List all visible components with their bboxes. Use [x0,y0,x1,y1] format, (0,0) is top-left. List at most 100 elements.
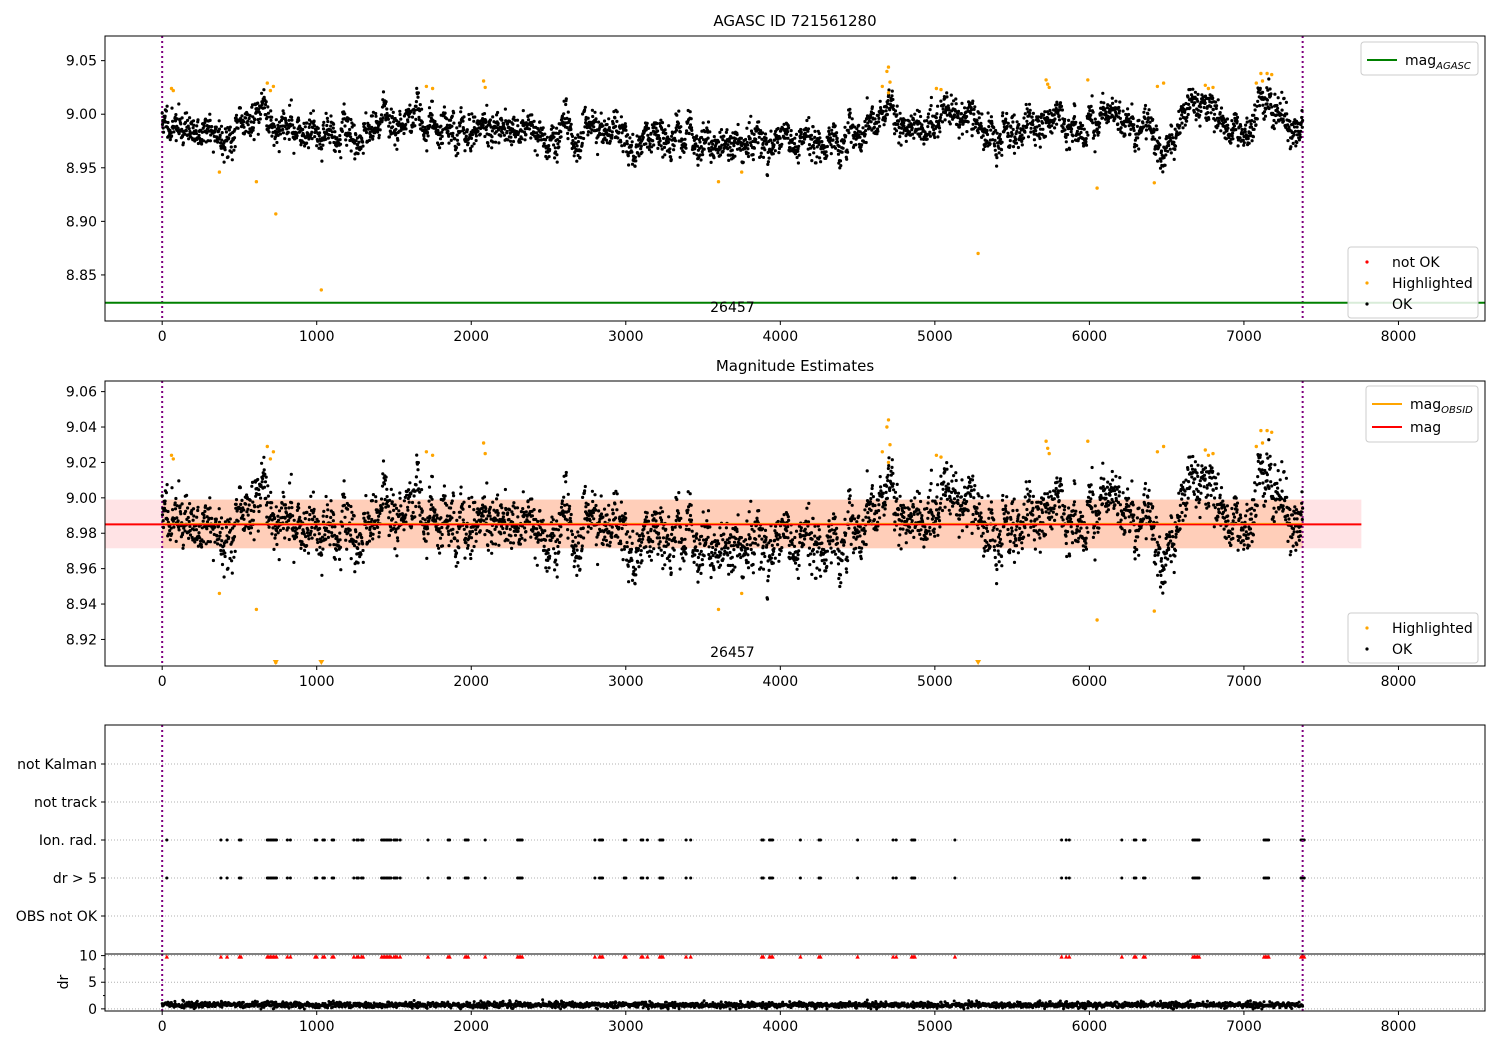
agasc-highlighted-series-point [886,91,891,95]
agasc-ok-series-point [1216,98,1220,102]
agasc-ok-series-point [1038,136,1042,141]
agasc-ok-series-point [208,118,212,122]
agasc-ok-series-point [827,126,831,130]
magnitude-ok-series-point [195,537,199,542]
agasc-ok-series-point [435,124,439,128]
agasc-ok-series-point [234,113,239,117]
agasc-ok-series-point [607,126,612,130]
agasc-ok-series-point [415,86,419,90]
magnitude-ok-series-point [368,526,372,530]
agasc-ok-series-point [425,149,429,153]
magnitude-ok-series-point [510,510,514,514]
magnitude-ok-series-point [249,508,253,513]
agasc-ok-series-point [295,131,299,135]
magnitude-ok-series-point [497,543,501,547]
magnitude-ok-series-point [537,538,541,542]
magnitude-ok-series-point [605,527,609,531]
agasc-ok-series-point [1091,136,1095,140]
agasc-ok-series-point [1231,131,1235,135]
agasc-ok-series-point [628,136,632,140]
agasc-ok-series-point [594,141,598,145]
agasc-ok-series-point [430,99,434,103]
agasc-ok-series-point [301,127,305,132]
agasc-ok-series-point [203,117,208,121]
agasc-ok-series-point [679,125,683,129]
agasc-ok-series-point [739,136,744,140]
agasc-ok-series-point [554,150,558,154]
agasc-ok-series-point [345,143,349,147]
agasc-ok-series-point [232,136,237,140]
magnitude-ok-series-point [580,547,584,551]
agasc-ok-series-point [191,126,195,130]
magnitude-ok-series-point [338,538,342,542]
agasc-ok-series-point [1188,87,1192,92]
magnitude-ok-series-point [581,495,585,499]
agasc-ok-series-point [1052,113,1056,117]
agasc-ok-series-point [756,141,760,145]
agasc-ok-series-point [511,139,516,144]
agasc-ok-series-point [238,106,242,110]
agasc-ok-series-point [837,144,841,148]
agasc-ok-series-point [663,128,667,132]
agasc-ok-series-point [533,149,537,153]
magnitude-ok-series-point [406,508,410,512]
agasc-ok-series-point [1116,122,1120,126]
agasc-ok-series-point [1024,102,1028,107]
agasc-xtick-label: 0 [158,329,167,345]
agasc-highlighted-series-point [319,288,323,292]
magnitude-ok-series-point [384,475,388,479]
agasc-ok-series-point [831,138,835,142]
magnitude-ok-series-point [215,534,219,538]
agasc-highlighted-series-point [939,87,943,92]
magnitude-ok-series-point [491,500,495,504]
agasc-ok-series-point [837,161,841,165]
magnitude-ok-series-point [371,537,375,541]
agasc-ok-series-point [1169,151,1173,155]
agasc-ok-series-point [538,120,542,124]
agasc-ok-series-point [1104,112,1108,117]
agasc-ok-series-point [574,141,578,145]
agasc-ok-series-point [912,136,916,140]
agasc-ok-series-point [1227,136,1231,140]
agasc-ok-series-point [669,155,673,159]
agasc-ok-series-point [1055,103,1059,107]
agasc-ok-series-point [220,138,224,142]
agasc-ok-series-point [394,127,398,131]
agasc-ok-series-point [1300,115,1304,120]
magnitude-ok-series-point [295,508,299,512]
agasc-ok-series-point [759,129,763,133]
agasc-ok-series-point [734,137,738,141]
agasc-ok-series-point [310,137,314,141]
agasc-ok-series-point [1167,143,1171,148]
agasc-ok-series-point [202,124,206,128]
agasc-ok-series-point [370,125,374,129]
magnitude-ok-series-point [504,507,508,512]
agasc-ok-series-point [877,120,881,124]
agasc-ok-series-point [1247,141,1251,145]
agasc-ok-series-point [586,116,590,120]
agasc-ok-series-point [919,132,923,136]
agasc-ok-series-point [1225,117,1229,121]
magnitude-ok-series-point [192,528,196,532]
agasc-ok-series-point [366,127,371,131]
magnitude-ok-series-point [410,500,415,505]
magnitude-ok-series-point [529,535,533,539]
magnitude-ok-series-point [560,501,564,506]
agasc-ok-series-point [404,127,408,131]
agasc-ok-series-point [730,148,734,152]
agasc-ok-series-point [342,102,346,106]
agasc-ok-series-point [835,136,839,140]
magnitude-ok-series-point [385,487,389,491]
agasc-ok-series-point [535,131,539,135]
agasc-ok-series-point [453,137,457,141]
magnitude-ok-series-point [438,530,442,534]
agasc-ok-series-point [917,109,921,114]
agasc-ok-series-point [980,112,984,116]
agasc-ok-series-point [1086,133,1090,137]
magnitude-ok-series-point [376,525,380,530]
agasc-highlighted-series-point [217,170,222,174]
magnitude-ok-series-point [462,500,466,504]
magnitude-ok-series-point [553,551,557,555]
agasc-ok-series-point [722,134,726,138]
agasc-ok-series-point [455,133,459,137]
